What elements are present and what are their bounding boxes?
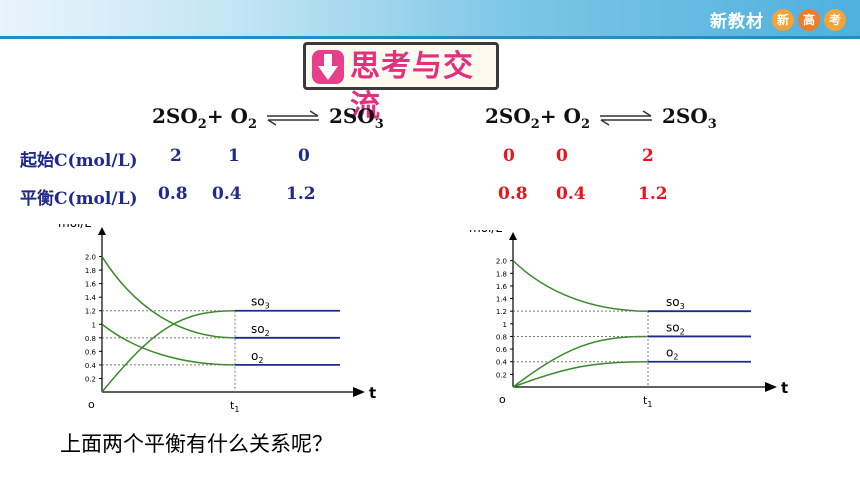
left-eq-rhs-sub: 3	[374, 117, 384, 132]
left-eq-o-sub: 2	[247, 117, 258, 132]
equilibrium-label: 平衡C(mol/L)	[20, 189, 138, 209]
left-chart-ylabel: mol/L	[58, 224, 91, 230]
right-chart-t1-label: t1	[643, 394, 652, 409]
right-chart-ytick-label-0: 0.2	[496, 371, 507, 379]
banner-stripe	[0, 36, 860, 39]
left-chart-ytick-label-3: 0.8	[85, 335, 96, 343]
right-eq-lhs-sub: 2	[530, 117, 540, 132]
left-chart-t1-label: t1	[230, 399, 239, 414]
brand-logo: 新教材 新 高 考	[710, 7, 846, 32]
left-chart-ytick-label-0: 0.2	[85, 375, 96, 383]
right-chart-curve-o2	[512, 360, 649, 388]
left-initial-so2: 2	[170, 146, 182, 166]
brand-badge-2: 高	[798, 8, 820, 31]
left-eq-lhs-sub: 2	[197, 117, 207, 132]
left-chart-ytick-label-5: 1.2	[85, 308, 96, 316]
right-chart-origin-label: o	[499, 393, 506, 406]
right-initial-o2: 0	[556, 146, 568, 166]
right-eq-o-sub: 2	[580, 117, 591, 132]
right-chart-ytick-label-7: 1.6	[496, 283, 508, 291]
right-chart-series-label-so3: so3	[666, 295, 685, 311]
brand-badge-1: 新	[772, 8, 794, 31]
right-concentration-chart: mol/L t o t1 0.2 0.4 0.6 0.8 1 1.2 1.4 1.6 1.8 2.0 so3…	[469, 230, 788, 409]
left-chart-series-label-so2: so2	[251, 322, 270, 338]
brand-badge-3: 考	[824, 8, 846, 31]
left-chart-ytick-label-7: 1.6	[85, 281, 97, 289]
left-chart-ytick-label-8: 1.8	[85, 267, 96, 275]
left-chart-ytick-label-4: 1	[92, 321, 96, 329]
equilibrium-arrow-icon	[267, 109, 319, 126]
right-chart-ytick-label-2: 0.6	[496, 346, 508, 354]
left-chart-curve-so3	[101, 309, 236, 393]
right-chart-ytick-label-5: 1.2	[496, 308, 507, 316]
left-chart-series-label-o2: o2	[251, 349, 263, 365]
right-eq-rhs-sub: 3	[707, 117, 717, 132]
left-eq-so2: 0.8	[158, 184, 188, 204]
down-arrow-icon	[312, 50, 344, 84]
initial-label: 起始C(mol/L)	[20, 151, 138, 171]
left-equation: 2SO2+ O2 2SO3	[152, 104, 384, 132]
right-eq-so3: 1.2	[638, 184, 668, 204]
top-banner: 新教材 新 高 考	[0, 0, 860, 39]
right-chart-y-axis-arrow-icon	[509, 232, 517, 240]
left-eq-rhs: 2SO	[328, 104, 375, 128]
left-chart-curve-o2	[101, 323, 236, 366]
right-eq-rhs: 2SO	[661, 104, 708, 128]
left-initial-so3: 0	[298, 146, 310, 166]
left-chart-series-label-so3: so3	[251, 295, 270, 311]
section-title: 思考与交流	[350, 49, 474, 124]
right-eq-plus: + O	[539, 104, 581, 128]
left-chart-y-axis-arrow-icon	[98, 227, 106, 235]
left-eq-so3: 1.2	[286, 184, 316, 204]
left-eq-lhs: 2SO	[152, 104, 198, 128]
right-initial-so3: 2	[642, 146, 654, 166]
left-chart-ytick-label-1: 0.4	[85, 362, 97, 370]
right-chart-ytick-label-1: 0.4	[496, 359, 508, 367]
left-chart-xlabel: t	[369, 384, 376, 402]
left-concentration-chart: mol/L t o t1 0.2 0.4 0.6 0.8 1 1.2 1.4 1.6 1.8 2.0 so3…	[58, 224, 376, 414]
right-chart-series-label-o2: o2	[666, 346, 678, 362]
right-chart-ytick-label-6: 1.4	[496, 296, 508, 304]
right-eq-so2: 0.8	[498, 184, 528, 204]
left-chart-curve-so2	[101, 256, 236, 339]
left-chart-ytick-label-6: 1.4	[85, 294, 97, 302]
left-chart-origin-label: o	[88, 398, 95, 411]
left-chart-ytick-label-2: 0.6	[85, 348, 97, 356]
right-chart-ytick-label-4: 1	[503, 321, 507, 329]
right-chart-curve-so3	[512, 260, 649, 312]
left-eq-o2: 0.4	[212, 184, 242, 204]
right-initial-so2: 0	[503, 146, 515, 166]
right-chart-ytick-label-9: 2.0	[496, 258, 507, 266]
right-chart-ylabel: mol/L	[469, 230, 502, 235]
right-equation: 2SO2+ O2 2SO3	[485, 104, 717, 132]
right-chart-series-label-so2: so2	[666, 320, 685, 336]
question-text: 上面两个平衡有什么关系呢？	[60, 432, 333, 456]
right-eq-o2: 0.4	[556, 184, 586, 204]
left-eq-plus: + O	[206, 104, 248, 128]
equilibrium-arrow-icon	[600, 109, 652, 126]
left-chart-ytick-label-9: 2.0	[85, 254, 96, 262]
right-chart-ytick-label-8: 1.8	[496, 270, 507, 278]
left-initial-o2: 1	[228, 146, 240, 166]
right-eq-lhs: 2SO	[485, 104, 531, 128]
right-chart-xlabel: t	[781, 379, 788, 397]
right-chart-x-axis-arrow-icon	[765, 382, 777, 392]
brand-text: 新教材	[710, 12, 764, 32]
right-chart-ytick-label-3: 0.8	[496, 333, 507, 341]
title-box: 思考与交流	[303, 42, 499, 124]
left-chart-x-axis-arrow-icon	[353, 387, 365, 397]
